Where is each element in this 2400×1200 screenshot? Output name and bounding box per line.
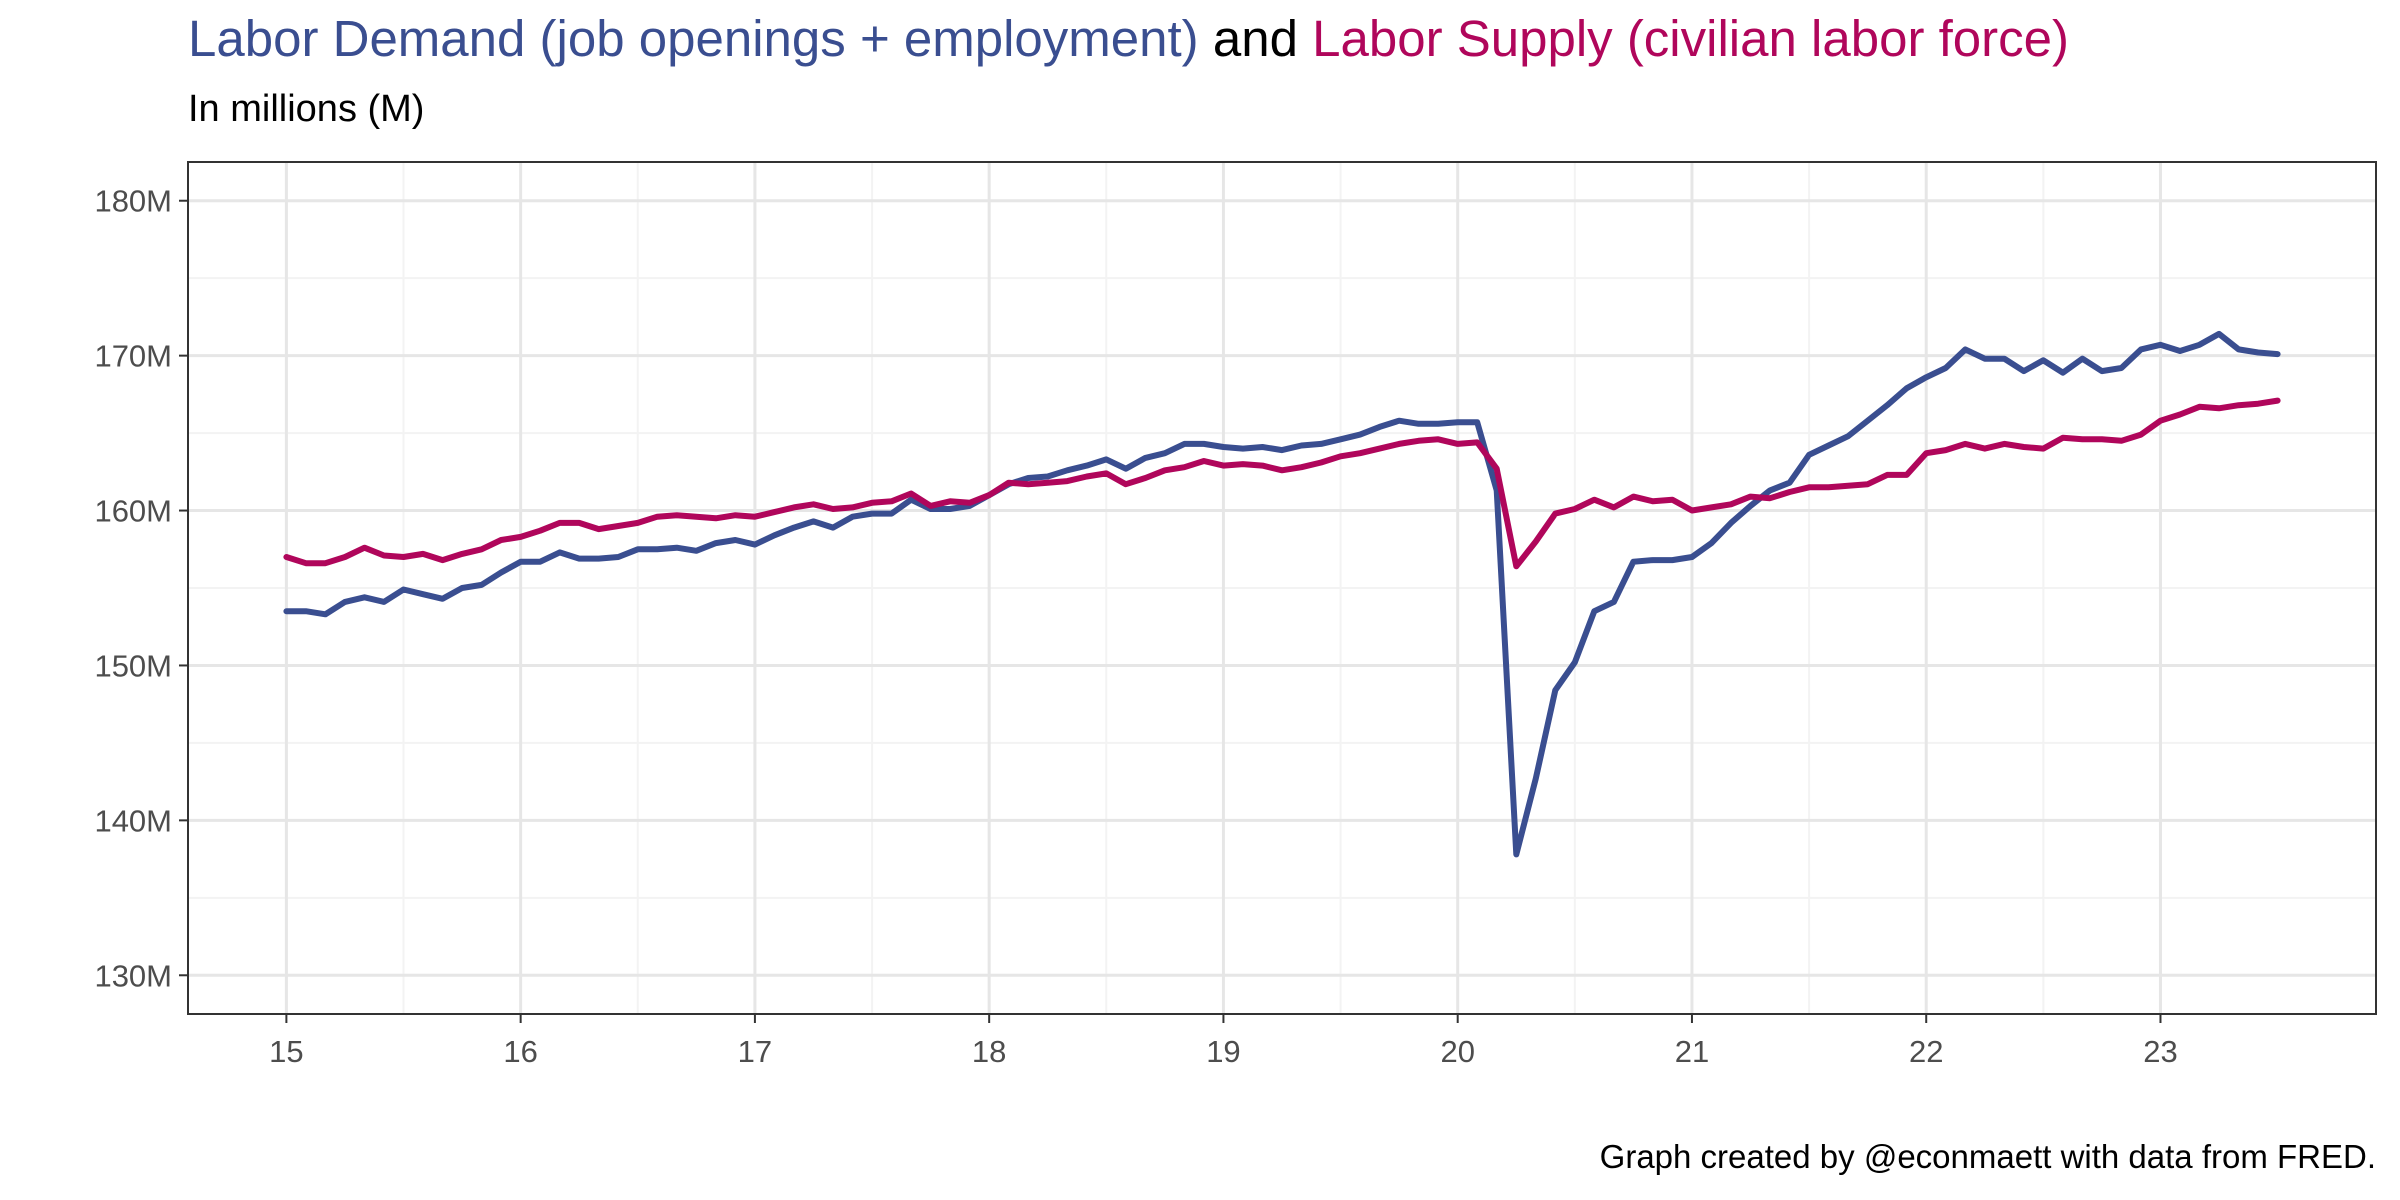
y-tick-label: 140M (94, 803, 172, 838)
plot-panel-border (187, 161, 2377, 1015)
x-tick-label: 20 (1440, 1034, 1474, 1069)
x-tick-label: 17 (738, 1034, 772, 1069)
y-tick-label: 130M (94, 958, 172, 993)
axes: 130M 140M 150M 160M 170M 180M 15 16 17 18 19 20 21 22… (94, 184, 2177, 1069)
x-tick-label: 21 (1675, 1034, 1709, 1069)
x-tick-label: 19 (1206, 1034, 1240, 1069)
y-tick-label: 150M (94, 648, 172, 683)
series-line-labor-supply (283, 397, 2281, 570)
x-tick-label: 23 (2143, 1034, 2177, 1069)
x-tick-label: 15 (269, 1034, 303, 1069)
y-tick-label: 160M (94, 494, 172, 529)
y-tick-label: 170M (94, 339, 172, 374)
chart-title: Labor Demand (job openings + employment)… (188, 8, 2069, 69)
grid (188, 162, 2376, 1014)
series-line-labor-demand (283, 330, 2281, 858)
x-tick-label: 18 (972, 1034, 1006, 1069)
chart-subtitle: In millions (M) (188, 88, 425, 130)
title-supply-part: Labor Supply (civilian labor force) (1312, 10, 2069, 67)
x-tick-label: 16 (503, 1034, 537, 1069)
x-tick-label: 22 (1909, 1034, 1943, 1069)
source-caption: Graph created by @econmaett with data fr… (1599, 1138, 2376, 1175)
series-lines (283, 330, 2281, 858)
y-tick-label: 180M (94, 184, 172, 219)
title-connector: and (1198, 10, 1313, 67)
title-demand-part: Labor Demand (job openings + employment) (188, 10, 1199, 67)
